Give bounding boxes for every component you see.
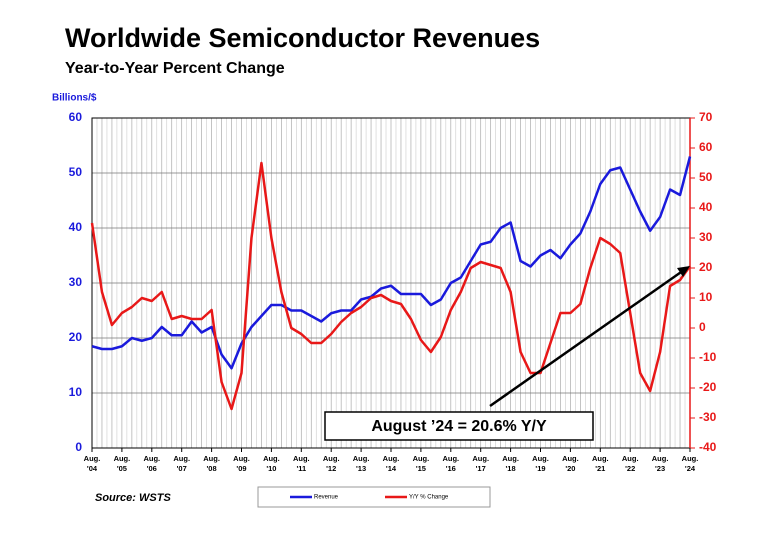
legend-label: Y/Y % Change	[409, 495, 449, 501]
x-tick-label: Aug. '07	[173, 454, 190, 473]
x-tick-label: Aug. '20	[562, 454, 579, 473]
x-tick-label: Aug. '13	[353, 454, 370, 473]
x-tick-label: Aug. '16	[442, 454, 459, 473]
x-tick-label-part: Aug.	[84, 454, 101, 463]
y2-tick-label: 40	[699, 200, 713, 214]
x-tick-label: Aug. '23	[652, 454, 669, 473]
x-tick-label-part: Aug.	[114, 454, 131, 463]
x-tick-label: Aug. '08	[203, 454, 220, 473]
x-tick-label-part: Aug.	[263, 454, 280, 463]
x-tick-label: Aug. '04	[84, 454, 101, 473]
x-tick-label-part: Aug.	[143, 454, 160, 463]
x-tick-label-part: '22	[625, 464, 635, 473]
x-tick-label-part: Aug.	[562, 454, 579, 463]
x-tick-label-part: '15	[416, 464, 426, 473]
x-tick-label-part: '23	[655, 464, 665, 473]
x-tick-label-part: '08	[207, 464, 217, 473]
y-tick-label: 0	[75, 440, 82, 454]
x-tick-label: Aug. '15	[413, 454, 430, 473]
x-tick-label: Aug. '11	[293, 454, 310, 473]
x-tick-label-part: '09	[236, 464, 246, 473]
x-tick-label: Aug. '10	[263, 454, 280, 473]
x-tick-label-part: '05	[117, 464, 127, 473]
x-tick-label: Aug. '22	[622, 454, 639, 473]
x-tick-label: Aug. '09	[233, 454, 250, 473]
x-tick-label: Aug. '14	[383, 454, 400, 473]
x-tick-label-part: '21	[595, 464, 605, 473]
annotation-arrow	[489, 268, 685, 408]
x-tick-label-part: '13	[356, 464, 366, 473]
x-tick-label-part: Aug.	[383, 454, 400, 463]
x-tick-label: Aug. '05	[114, 454, 131, 473]
y2-tick-label: 30	[699, 230, 713, 244]
y2-tick-label: 70	[699, 110, 713, 124]
legend-label: Revenue	[314, 495, 339, 501]
chart-subtitle: Year-to-Year Percent Change	[65, 60, 285, 77]
y2-tick-label: 10	[699, 290, 713, 304]
x-tick-label: Aug. '18	[502, 454, 519, 473]
y2-tick-label: -20	[699, 380, 717, 394]
x-tick-label-part: Aug.	[442, 454, 459, 463]
annotation: August ’24 = 20.6% Y/Y	[371, 418, 547, 435]
x-tick-label: Aug. '19	[532, 454, 549, 473]
y-tick-label: 40	[69, 220, 83, 234]
y2-tick-label: 50	[699, 170, 713, 184]
x-tick-label-part: '14	[386, 464, 397, 473]
source: Source: WSTS	[95, 492, 171, 504]
x-tick-label-part: Aug.	[532, 454, 549, 463]
y-tick-label: 20	[69, 330, 83, 344]
x-tick-label-part: Aug.	[323, 454, 340, 463]
x-tick-label-part: Aug.	[682, 454, 699, 463]
chart-title: Worldwide Semiconductor Revenues	[65, 23, 540, 53]
y-tick-label: 30	[69, 275, 83, 289]
x-tick-label-part: '12	[326, 464, 336, 473]
x-tick-label-part: '20	[565, 464, 575, 473]
y-axis-label: Billions/$	[52, 93, 97, 104]
x-tick-label-part: '16	[446, 464, 456, 473]
x-tick-label-part: Aug.	[203, 454, 220, 463]
series-line	[90, 161, 692, 411]
series-line	[91, 156, 692, 370]
y2-tick-label: 0	[699, 320, 706, 334]
y2-tick-label: -30	[699, 410, 717, 424]
x-tick-label: Aug. '12	[323, 454, 340, 473]
x-tick-label: Aug. '21	[592, 454, 609, 473]
x-tick-label: Aug. '24	[682, 454, 699, 473]
y2-tick-label: -10	[699, 350, 717, 364]
plot-area: 0 10 20 30 40 50 60 -40 -30 -20 -10 0 10 20 30 40 50 60 70…	[69, 110, 717, 473]
arrow-head	[677, 266, 690, 277]
annotation-box	[324, 411, 594, 441]
x-tick-label-part: '07	[177, 464, 187, 473]
x-tick-label-part: '04	[87, 464, 98, 473]
x-tick-label-part: '11	[296, 464, 306, 473]
x-tick-label-part: Aug.	[413, 454, 430, 463]
x-tick-label-part: Aug.	[622, 454, 639, 463]
x-tick-label-part: '19	[535, 464, 545, 473]
y-tick-label: 10	[69, 385, 83, 399]
x-tick-label-part: Aug.	[233, 454, 250, 463]
x-tick-label-part: '18	[506, 464, 516, 473]
legend	[257, 486, 491, 508]
x-tick-label-part: '10	[266, 464, 276, 473]
y2-tick-label: -40	[699, 440, 717, 454]
x-tick-label-part: Aug.	[353, 454, 370, 463]
x-tick-label-part: Aug.	[592, 454, 609, 463]
x-tick-label-part: '24	[685, 464, 696, 473]
x-tick-label-part: '06	[147, 464, 157, 473]
x-tick-label-part: Aug.	[502, 454, 519, 463]
x-tick-label: Aug. '17	[472, 454, 489, 473]
x-tick-label-part: Aug.	[472, 454, 489, 463]
x-tick-label: Aug. '06	[143, 454, 160, 473]
y-tick-label: 60	[69, 110, 83, 124]
y2-tick-label: 20	[699, 260, 713, 274]
x-tick-label-part: Aug.	[652, 454, 669, 463]
y-tick-label: 50	[69, 165, 83, 179]
x-tick-label-part: Aug.	[293, 454, 310, 463]
x-tick-label-part: '17	[476, 464, 486, 473]
x-tick-label-part: Aug.	[173, 454, 190, 463]
y2-tick-label: 60	[699, 140, 713, 154]
